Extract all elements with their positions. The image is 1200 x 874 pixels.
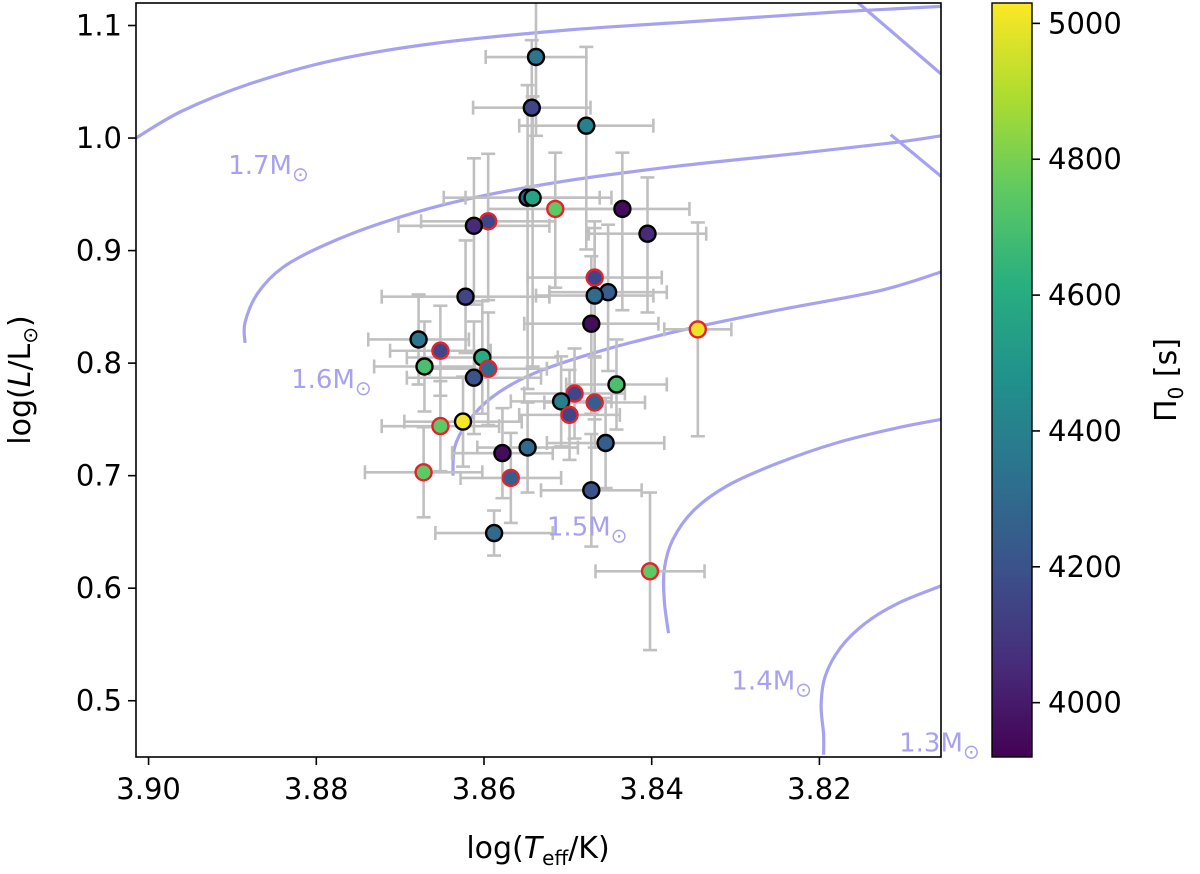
track-line-0 (136, 4, 941, 140)
errorbar-34 (539, 432, 643, 548)
errorbar-4 (464, 95, 602, 368)
y-tick-label: 1.0 (76, 121, 122, 155)
data-point-4 (523, 188, 542, 207)
y-tick-label: 0.9 (76, 234, 122, 268)
track-labels: 1.7M⊙ 1.6M⊙ 1.5M⊙ 1.4M⊙ 1.3M⊙ (228, 151, 979, 763)
y-tick-label: 0.5 (76, 684, 122, 718)
x-axis-ticks: 3.90 3.88 3.86 3.84 3.82 (116, 757, 852, 806)
colorbar-tick-label: 4200 (1048, 550, 1122, 584)
data-point-8 (464, 216, 484, 236)
y-axis-label: log(L/L⊙) (3, 315, 42, 444)
data-point-26 (560, 405, 579, 425)
x-axis-label: log(Teff/K) (466, 831, 609, 870)
data-points (409, 47, 707, 581)
data-point-28 (431, 416, 450, 436)
data-point-21 (464, 368, 484, 387)
x-tick-label: 3.84 (619, 772, 684, 806)
x-tick-label: 3.88 (284, 772, 349, 806)
data-point-33 (501, 468, 520, 488)
colorbar-tick-label: 4600 (1048, 278, 1122, 312)
data-point-1 (522, 98, 541, 117)
track-label-2: 1.5M⊙ (547, 512, 628, 547)
data-point-9 (638, 224, 657, 243)
track-label-4: 1.3M⊙ (899, 728, 980, 763)
data-point-35 (484, 523, 504, 543)
colorbar-tick-label: 4800 (1048, 142, 1122, 176)
data-point-25 (585, 393, 604, 412)
data-point-10 (585, 268, 604, 287)
track-label-0: 1.7M⊙ (228, 151, 309, 186)
colorbar: 4000 4200 4400 4600 4800 5000 Π0 [s] (991, 2, 1188, 758)
x-tick-label: 3.86 (452, 772, 517, 806)
y-tick-label: 0.6 (76, 571, 122, 605)
y-tick-label: 0.8 (76, 346, 122, 380)
plot-frame (135, 2, 942, 758)
data-point-16 (409, 330, 428, 349)
data-point-23 (565, 384, 584, 403)
track-label-3: 1.4M⊙ (731, 667, 812, 702)
track-line-5 (856, 3, 941, 76)
track-line-3 (661, 417, 941, 634)
data-point-27 (453, 412, 473, 431)
errorbar-2 (517, 45, 655, 251)
data-point-32 (414, 463, 433, 482)
data-point-15 (688, 320, 707, 339)
track-label-1: 1.6M⊙ (291, 365, 372, 400)
x-tick-label: 3.90 (116, 772, 181, 806)
colorbar-tick-label: 5000 (1048, 6, 1122, 40)
data-point-5 (546, 199, 565, 219)
data-point-22 (607, 375, 626, 394)
y-axis-ticks: 0.5 0.6 0.7 0.8 0.9 1.0 1.1 (76, 9, 136, 718)
data-point-6 (613, 199, 632, 219)
data-point-24 (551, 392, 571, 411)
track-line-4 (819, 584, 941, 755)
track-line-6 (889, 133, 941, 178)
data-point-36 (640, 562, 660, 581)
data-point-20 (479, 359, 498, 378)
y-tick-label: 0.7 (76, 459, 122, 493)
errorbar-6 (553, 151, 691, 312)
data-point-13 (456, 287, 475, 306)
y-tick-label: 1.1 (76, 9, 122, 43)
colorbar-label: Π0 [s] (1149, 338, 1188, 422)
colorbar-tick-label: 4400 (1048, 414, 1122, 448)
data-point-19 (415, 357, 434, 376)
data-point-17 (431, 341, 450, 360)
colorbar-gradient (991, 2, 1033, 758)
data-point-30 (518, 438, 537, 457)
data-point-0 (526, 47, 546, 67)
colorbar-tick-label: 4000 (1048, 686, 1122, 720)
data-point-12 (585, 286, 604, 305)
track-line-1 (242, 134, 941, 343)
error-bars (363, 3, 733, 652)
data-point-14 (582, 314, 601, 333)
data-point-2 (577, 116, 596, 135)
data-point-31 (493, 443, 512, 463)
x-tick-label: 3.82 (787, 772, 852, 806)
data-point-34 (582, 481, 601, 500)
data-point-29 (596, 433, 615, 453)
colorbar-ticks: 4000 4200 4400 4600 4800 5000 (1032, 6, 1122, 720)
